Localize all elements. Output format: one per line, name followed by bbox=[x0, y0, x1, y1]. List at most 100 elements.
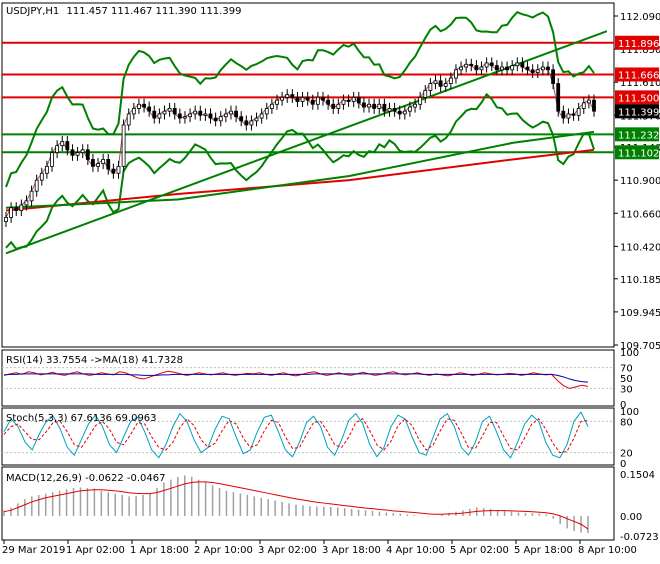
candle-body bbox=[515, 62, 520, 67]
level-label: 111.500 bbox=[618, 93, 659, 104]
candle-body bbox=[551, 69, 555, 84]
candle-body bbox=[29, 190, 34, 202]
candle-body bbox=[300, 96, 305, 102]
candle-body bbox=[126, 113, 131, 126]
candle-body bbox=[19, 204, 24, 211]
candle-body bbox=[500, 66, 504, 71]
candle-body bbox=[45, 165, 49, 174]
candle-body bbox=[275, 99, 279, 105]
candle-body bbox=[121, 124, 126, 167]
candle-body bbox=[193, 110, 198, 115]
x-tick-label: 3 Apr 18:00 bbox=[322, 545, 381, 556]
candle-body bbox=[116, 165, 121, 174]
level-label: 111.232 bbox=[618, 130, 659, 141]
candle-body bbox=[183, 116, 187, 119]
x-tick-label: 1 Apr 02:00 bbox=[66, 545, 125, 556]
candle-body bbox=[70, 149, 75, 156]
candle-body bbox=[213, 117, 218, 122]
macd-y-tick-label: -0.0723 bbox=[620, 532, 659, 543]
candle-body bbox=[208, 113, 213, 119]
candle-body bbox=[530, 69, 535, 73]
candle-body bbox=[454, 69, 458, 79]
price-y-tick-label: 109.705 bbox=[620, 341, 660, 352]
price-title: USDJPY,H1 111.457 111.467 111.390 111.39… bbox=[6, 6, 241, 17]
candle-body bbox=[157, 113, 162, 119]
candle-body bbox=[39, 172, 44, 181]
x-tick-label: 29 Mar 2019 bbox=[2, 545, 65, 556]
price-y-tick-label: 110.420 bbox=[620, 242, 660, 253]
candle-body bbox=[321, 96, 325, 101]
candle-body bbox=[402, 110, 407, 115]
candle-body bbox=[362, 102, 366, 108]
candle-body bbox=[229, 110, 233, 115]
candle-body bbox=[91, 159, 95, 167]
price-y-tick-label: 111.850 bbox=[620, 45, 660, 56]
candle-body bbox=[546, 66, 550, 71]
candle-body bbox=[438, 80, 443, 87]
candle-body bbox=[254, 117, 259, 122]
current-price-label: 111.399 bbox=[618, 107, 659, 118]
candle-body bbox=[556, 83, 561, 112]
candle-body bbox=[346, 99, 351, 102]
candle-body bbox=[448, 77, 453, 84]
rsi-y-tick-label: 70 bbox=[620, 364, 633, 375]
level-label: 111.896 bbox=[618, 39, 659, 50]
bollinger-upper bbox=[5, 11, 595, 188]
candle-body bbox=[423, 90, 428, 98]
candle-body bbox=[50, 152, 54, 167]
candle-body bbox=[203, 113, 208, 116]
candle-body bbox=[75, 152, 80, 156]
candle-body bbox=[520, 62, 525, 68]
candle-body bbox=[147, 106, 152, 112]
candle-body bbox=[494, 65, 499, 71]
macd-pane bbox=[1, 466, 615, 541]
candle-body bbox=[540, 66, 545, 71]
candle-body bbox=[14, 207, 19, 211]
level-label-box bbox=[615, 145, 659, 160]
candle-body bbox=[413, 103, 417, 108]
candle-body bbox=[336, 103, 341, 109]
candle-body bbox=[280, 96, 285, 101]
candle-body bbox=[167, 108, 172, 112]
candle-body bbox=[249, 120, 254, 126]
candle-body bbox=[397, 110, 402, 115]
candle-body bbox=[586, 99, 591, 104]
x-tick-label: 8 Apr 10:00 bbox=[578, 545, 637, 556]
rsi-title: RSI(14) 33.7554 ->MA(18) 41.7328 bbox=[6, 355, 183, 366]
x-tick-label: 2 Apr 10:00 bbox=[194, 545, 253, 556]
candle-body bbox=[326, 99, 331, 105]
rsi-pane bbox=[1, 349, 615, 407]
candle-body bbox=[295, 96, 300, 102]
candle-body bbox=[85, 149, 90, 160]
level-label: 111.666 bbox=[618, 70, 659, 81]
level-label-box bbox=[615, 35, 659, 50]
level-label-box bbox=[615, 90, 659, 105]
stoch-title: Stoch(5,3,3) 67.6136 69.0963 bbox=[6, 413, 157, 424]
candle-body bbox=[525, 66, 530, 71]
candle-body bbox=[65, 141, 70, 151]
candle-body bbox=[382, 103, 387, 112]
candle-body bbox=[24, 200, 29, 206]
candle-body bbox=[290, 94, 295, 98]
candle-body bbox=[433, 80, 438, 84]
candle-body bbox=[101, 159, 106, 165]
rsi-y-tick-label: 30 bbox=[620, 384, 633, 395]
candle-body bbox=[341, 99, 346, 105]
x-tick-label: 5 Apr 18:00 bbox=[514, 545, 573, 556]
candle-body bbox=[137, 103, 141, 109]
candle-body bbox=[469, 63, 474, 67]
macd-y-tick-label: 0.1504 bbox=[620, 470, 655, 481]
stoch-series-line bbox=[3, 418, 589, 454]
candle-body bbox=[464, 63, 469, 68]
candle-body bbox=[162, 110, 167, 115]
candle-body bbox=[418, 96, 423, 105]
candle-body bbox=[484, 62, 489, 68]
candle-body bbox=[9, 207, 14, 218]
candle-body bbox=[351, 96, 356, 102]
candle-body bbox=[367, 103, 371, 108]
candle-body bbox=[408, 106, 412, 112]
